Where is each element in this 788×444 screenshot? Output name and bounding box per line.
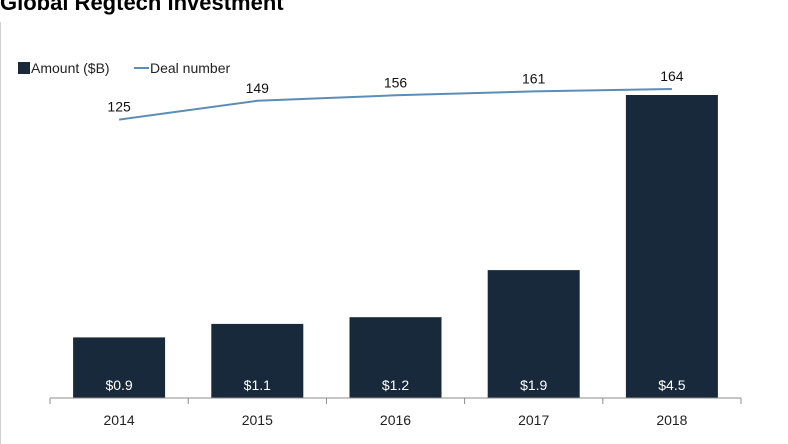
legend-swatch-amount (18, 62, 30, 74)
bar-label-2016: $1.2 (382, 377, 409, 393)
bar-label-2017: $1.9 (520, 377, 547, 393)
x-tick-label-2016: 2016 (380, 412, 411, 428)
x-ticks-group (49, 398, 742, 404)
x-tick-label-2018: 2018 (656, 412, 687, 428)
bar-2015 (211, 323, 304, 398)
deal-labels-group: 125 149 156 161 164 (107, 68, 683, 115)
bar-label-2015: $1.1 (244, 377, 271, 393)
deal-label-2017: 161 (522, 70, 546, 86)
deal-label-2018: 164 (660, 68, 684, 84)
bars-group (73, 95, 718, 398)
x-tick-labels-group: 2014 2015 2016 2017 2018 (104, 412, 688, 428)
x-tick-label-2015: 2015 (242, 412, 273, 428)
bar-2017 (487, 270, 580, 398)
deal-number-line (118, 88, 672, 121)
left-border (0, 22, 1, 444)
legend: Amount ($B) Deal number (18, 60, 230, 76)
legend-label-deal-number: Deal number (150, 60, 230, 76)
chart-title: Global Regtech Investment (0, 0, 284, 15)
bar-2018 (625, 95, 718, 398)
bar-label-2018: $4.5 (658, 377, 685, 393)
x-tick-label-2014: 2014 (104, 412, 135, 428)
deal-label-2015: 149 (246, 80, 270, 96)
deal-label-2016: 156 (384, 74, 408, 90)
x-tick-label-2017: 2017 (518, 412, 549, 428)
bar-label-2014: $0.9 (105, 377, 132, 393)
legend-label-amount: Amount ($B) (31, 60, 110, 76)
bar-2016 (349, 317, 442, 398)
bar-labels-group: $0.9 $1.1 $1.2 $1.9 $4.5 (105, 377, 685, 393)
deal-label-2014: 125 (107, 99, 131, 115)
bar-2014 (73, 337, 166, 398)
